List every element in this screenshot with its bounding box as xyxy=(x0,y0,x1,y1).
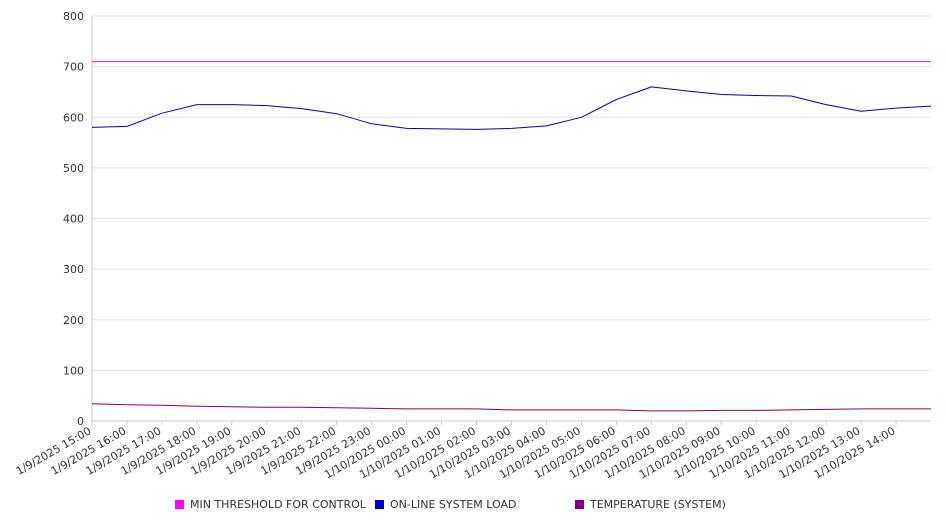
legend-swatch-system-load xyxy=(375,500,384,509)
legend-label-min-threshold: MIN THRESHOLD FOR CONTROL xyxy=(190,498,366,511)
x-axis-tick-labels: 1/9/2025 15:001/9/2025 16:001/9/2025 17:… xyxy=(14,424,898,481)
y-axis-tick-labels: 0 100 200 300 400 500 600 700 800 xyxy=(63,10,84,428)
series-line-1 xyxy=(91,86,932,130)
axes xyxy=(91,16,931,425)
y-tick-label: 100 xyxy=(63,364,84,377)
y-tick-label: 400 xyxy=(63,213,84,226)
legend-item-min-threshold[interactable]: MIN THRESHOLD FOR CONTROL xyxy=(175,498,366,511)
series-lines xyxy=(91,61,932,412)
legend-label-system-load: ON-LINE SYSTEM LOAD xyxy=(390,498,517,511)
legend: MIN THRESHOLD FOR CONTROL ON-LINE SYSTEM… xyxy=(0,498,946,518)
legend-swatch-temperature xyxy=(575,500,584,509)
y-tick-label: 300 xyxy=(63,263,84,276)
legend-label-temperature: TEMPERATURE (SYSTEM) xyxy=(590,498,726,511)
legend-item-system-load[interactable]: ON-LINE SYSTEM LOAD xyxy=(375,498,516,511)
legend-swatch-min-threshold xyxy=(175,500,184,509)
y-tick-label: 600 xyxy=(63,111,84,124)
y-tick-label: 200 xyxy=(63,314,84,327)
legend-item-temperature[interactable]: TEMPERATURE (SYSTEM) xyxy=(575,498,726,511)
y-tick-label: 800 xyxy=(63,10,84,23)
gridlines xyxy=(92,15,931,422)
y-tick-label: 500 xyxy=(63,162,84,175)
y-tick-label: 0 xyxy=(77,415,84,428)
series-line-2 xyxy=(91,403,931,412)
y-tick-label: 700 xyxy=(63,61,84,74)
